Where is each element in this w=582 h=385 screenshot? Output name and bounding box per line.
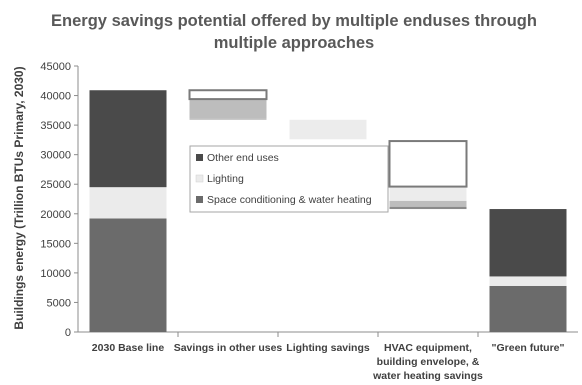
chart-title-line-2: multiple approaches [214, 34, 374, 52]
y-tick-label: 35000 [40, 120, 71, 132]
legend-swatch [196, 196, 203, 203]
x-category-label: building envelope, & [377, 356, 480, 368]
bar-segment [489, 285, 567, 332]
y-tick-label: 25000 [40, 179, 71, 191]
x-category-label: Savings in other uses [174, 342, 283, 354]
bar-segment [89, 218, 167, 332]
bar-segment [489, 276, 567, 286]
y-tick-label: 5000 [47, 297, 71, 309]
chart-title-line-1: Energy savings potential offered by mult… [51, 12, 537, 30]
bar-segment [389, 206, 467, 210]
y-tick-label: 15000 [40, 238, 71, 250]
y-tick-label: 45000 [40, 61, 71, 73]
bar-segment [89, 90, 167, 188]
plot-area: 0 5000 10000 15000 20000 25000 30000 35000 40000… [40, 61, 578, 382]
bar-segment [89, 187, 167, 219]
legend-swatch [195, 174, 204, 183]
x-category-label: "Green future" [492, 342, 565, 354]
bar-segment [489, 209, 567, 277]
legend-label: Space conditioning & water heating [207, 194, 372, 206]
bar-segment [289, 119, 367, 140]
x-category-label: 2030 Base line [92, 342, 165, 354]
bar-segment [389, 200, 467, 207]
bar-segment [189, 118, 267, 120]
x-category-label: Lighting savings [286, 342, 370, 354]
y-tick-label: 30000 [40, 150, 71, 162]
x-category-label: water heating savings [372, 370, 483, 382]
legend: Other end uses Lighting Space conditioning… [189, 145, 389, 213]
bar-segment [389, 186, 467, 201]
bar-segment [189, 99, 267, 119]
bar-segment [188, 89, 268, 101]
y-axis-label: Buildings energy (Trillion BTUs Primary,… [12, 66, 26, 329]
legend-swatch [196, 154, 203, 161]
legend-box [189, 145, 389, 213]
bar-segment [388, 140, 468, 188]
x-category-label: HVAC equipment, [384, 342, 472, 354]
legend-label: Other end uses [207, 152, 279, 164]
legend-label: Lighting [207, 173, 244, 185]
y-tick-label: 0 [65, 327, 71, 339]
y-tick-label: 10000 [40, 268, 71, 280]
y-tick-label: 40000 [40, 91, 71, 103]
y-tick-label: 20000 [40, 209, 71, 221]
